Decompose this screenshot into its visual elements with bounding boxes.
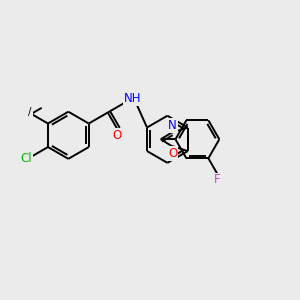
Text: /: / [28, 107, 32, 117]
Text: F: F [214, 173, 221, 187]
Text: Cl: Cl [21, 152, 32, 164]
Text: N: N [168, 119, 177, 132]
Text: NH: NH [124, 92, 141, 105]
Text: O: O [113, 129, 122, 142]
Text: O: O [168, 147, 177, 160]
